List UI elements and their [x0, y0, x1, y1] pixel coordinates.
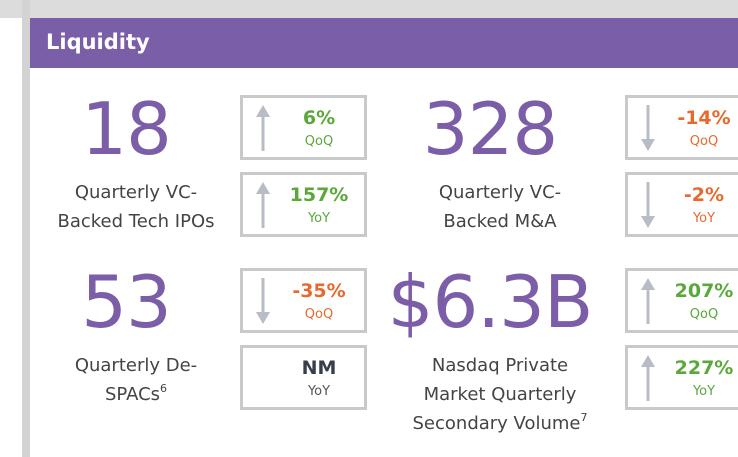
change-box: 6% QoQ [240, 95, 367, 160]
change-period: YoY [692, 211, 716, 226]
label-line: Backed Tech IPOs [57, 211, 215, 232]
change-box: 157% YoY [240, 172, 367, 237]
change-box: 207% QoQ [625, 268, 738, 333]
label-line: Secondary Volume7 [412, 411, 588, 434]
metric-label: Quarterly VC- Backed M&A [380, 178, 620, 236]
change-period: YoY [307, 211, 331, 226]
arrow-up [256, 105, 270, 151]
label-line: Quarterly VC- [438, 182, 562, 203]
change-period: QoQ [304, 134, 334, 149]
metric-value: 328 [422, 87, 558, 171]
arrow-down [641, 182, 655, 228]
change-box: NM YoY [240, 345, 367, 410]
metric-label: Nasdaq Private Market Quarterly Secondary … [380, 351, 620, 438]
label-line: Quarterly VC- [74, 182, 198, 203]
arrow-down [641, 105, 655, 151]
metric-label: Quarterly De- SPACs6 [16, 351, 256, 409]
header-title: Liquidity [46, 30, 150, 54]
label-line: Backed M&A [443, 211, 557, 232]
change-value: 157% [289, 184, 349, 206]
change-box: -35% QoQ [240, 268, 367, 333]
arrow-up [641, 278, 655, 324]
change-period: QoQ [304, 307, 334, 322]
change-value: NM [301, 357, 337, 379]
label-line: Nasdaq Private [431, 355, 569, 376]
arrow-down [256, 278, 270, 324]
change-period: QoQ [689, 134, 719, 149]
change-period: YoY [692, 384, 716, 399]
change-box: 227% YoY [625, 345, 738, 410]
change-value: 6% [302, 107, 336, 129]
change-value: -2% [683, 184, 725, 206]
label-line: SPACs6 [104, 382, 168, 405]
change-value: 207% [674, 280, 734, 302]
header-bar [30, 18, 738, 68]
change-value: 227% [674, 357, 734, 379]
change-value: -35% [292, 280, 346, 302]
metric-label: Quarterly VC- Backed Tech IPOs [16, 178, 256, 236]
metric-value: 18 [81, 87, 172, 171]
change-period: QoQ [689, 307, 719, 322]
change-period: YoY [307, 384, 331, 399]
change-box: -2% YoY [625, 172, 738, 237]
label-line: Market Quarterly [423, 384, 577, 405]
change-value: -14% [677, 107, 731, 129]
label-line: Quarterly De- [74, 355, 198, 376]
footnote: 6 [160, 382, 168, 395]
left-bar [22, 0, 30, 457]
top-band [0, 0, 738, 18]
metric-value: 53 [81, 260, 172, 344]
arrow-up [641, 355, 655, 401]
arrow-up [256, 182, 270, 228]
metric-value: $6.3B [387, 260, 594, 344]
change-box: -14% QoQ [625, 95, 738, 160]
footnote: 7 [580, 411, 588, 424]
